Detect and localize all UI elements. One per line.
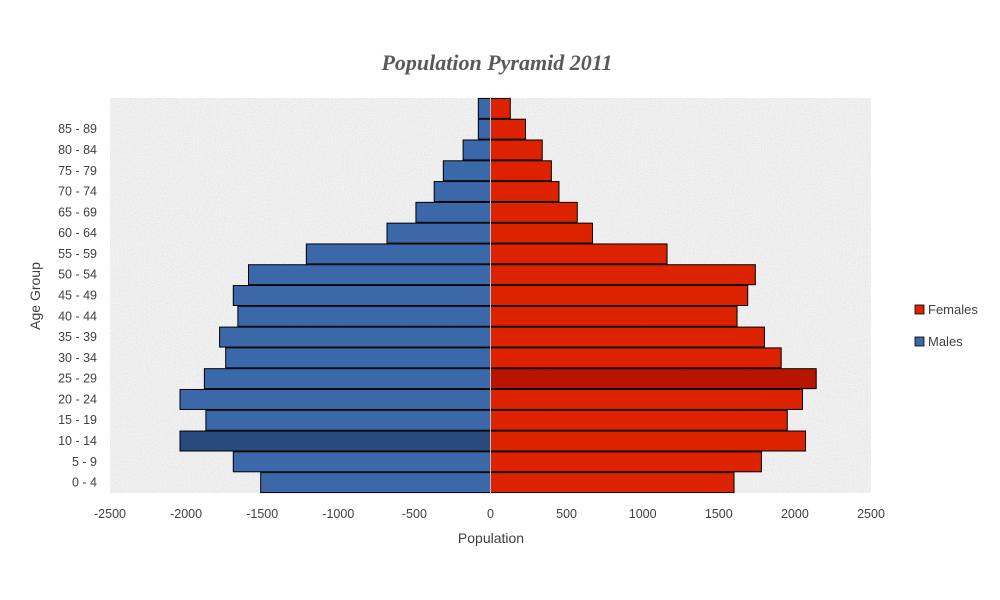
x-tick-label: 0 (487, 507, 494, 521)
chart-title: Population Pyramid 2011 (380, 50, 612, 75)
y-tick-label: 0 - 4 (72, 476, 97, 490)
y-tick-label: 65 - 69 (58, 205, 97, 219)
bar-males-7 (219, 326, 491, 348)
bar-males-16 (462, 139, 492, 161)
bar-females-3 (490, 409, 788, 431)
y-tick-label: 25 - 29 (58, 372, 97, 386)
x-tick-label: 1000 (629, 507, 657, 521)
legend-label-females: Females (928, 302, 978, 317)
bar-males-15 (442, 160, 491, 182)
x-axis-label: Population (458, 530, 524, 546)
bar-males-6 (225, 347, 491, 369)
bar-females-1 (490, 451, 762, 473)
bar-males-4 (179, 388, 491, 410)
y-tick-label: 15 - 19 (58, 413, 97, 427)
x-tick-label: 500 (556, 507, 577, 521)
bar-males-8 (237, 305, 491, 327)
bar-males-1 (232, 451, 491, 473)
y-tick-label: 5 - 9 (72, 455, 97, 469)
y-tick-label: 75 - 79 (58, 164, 97, 178)
bar-males-13 (415, 201, 491, 223)
x-tick-label: -2000 (170, 507, 202, 521)
bar-females-0 (490, 472, 735, 494)
legend: Females Males (914, 302, 978, 349)
y-tick-label: 85 - 89 (58, 122, 97, 136)
y-tick-label: 20 - 24 (58, 392, 97, 406)
y-tick-label: 40 - 44 (58, 309, 97, 323)
y-tick-label: 70 - 74 (58, 185, 97, 199)
bar-males-18 (477, 97, 492, 119)
bar-males-2 (179, 430, 491, 452)
legend-swatch-males (914, 336, 925, 347)
bar-males-14 (433, 181, 492, 203)
y-tick-label: 60 - 64 (58, 226, 97, 240)
bar-males-12 (386, 222, 491, 244)
bar-females-5 (490, 368, 817, 390)
bar-females-8 (490, 305, 738, 327)
bar-females-10 (490, 264, 756, 286)
bar-females-17 (490, 118, 527, 140)
y-tick-label: 10 - 14 (58, 434, 97, 448)
x-tick-label: -2500 (94, 507, 126, 521)
bar-females-14 (490, 181, 560, 203)
bar-males-5 (203, 368, 491, 390)
y-tick-label: 45 - 49 (58, 289, 97, 303)
bar-males-0 (260, 472, 492, 494)
bar-males-17 (477, 118, 492, 140)
x-tick-label: 2500 (857, 507, 885, 521)
bar-females-18 (490, 97, 511, 119)
bar-males-9 (232, 285, 491, 306)
bar-females-13 (490, 201, 578, 223)
y-tick-label: 30 - 34 (58, 351, 97, 365)
bar-females-11 (490, 243, 668, 265)
bar-females-16 (490, 139, 543, 161)
legend-label-males: Males (928, 334, 963, 349)
bar-females-4 (490, 388, 804, 410)
y-tick-labels: 0 - 4 5 - 9 10 - 14 15 - 19 20 - 24 25 - 29 30… (58, 122, 97, 489)
bar-females-12 (490, 222, 593, 244)
bar-females-15 (490, 160, 552, 182)
x-tick-labels: -2500 -2000 -1500 -1000 -500 0 500 1000 1500 2000… (94, 507, 885, 521)
y-tick-label: 35 - 39 (58, 330, 97, 344)
bar-females-2 (490, 430, 807, 452)
x-tick-label: 1500 (705, 507, 733, 521)
bar-females-6 (490, 347, 782, 369)
y-tick-label: 50 - 54 (58, 268, 97, 282)
bar-males-10 (248, 264, 491, 286)
y-tick-label: 80 - 84 (58, 143, 97, 157)
x-tick-label: -500 (402, 507, 427, 521)
y-axis-label: Age Group (27, 262, 43, 330)
bar-males-3 (205, 409, 492, 431)
legend-swatch-females (914, 304, 925, 315)
bar-females-9 (490, 285, 749, 306)
x-tick-label: 2000 (781, 507, 809, 521)
bar-males-11 (305, 243, 492, 265)
bar-females-7 (490, 326, 765, 348)
x-tick-label: -1500 (246, 507, 278, 521)
y-tick-label: 55 - 59 (58, 247, 97, 261)
x-tick-label: -1000 (322, 507, 354, 521)
